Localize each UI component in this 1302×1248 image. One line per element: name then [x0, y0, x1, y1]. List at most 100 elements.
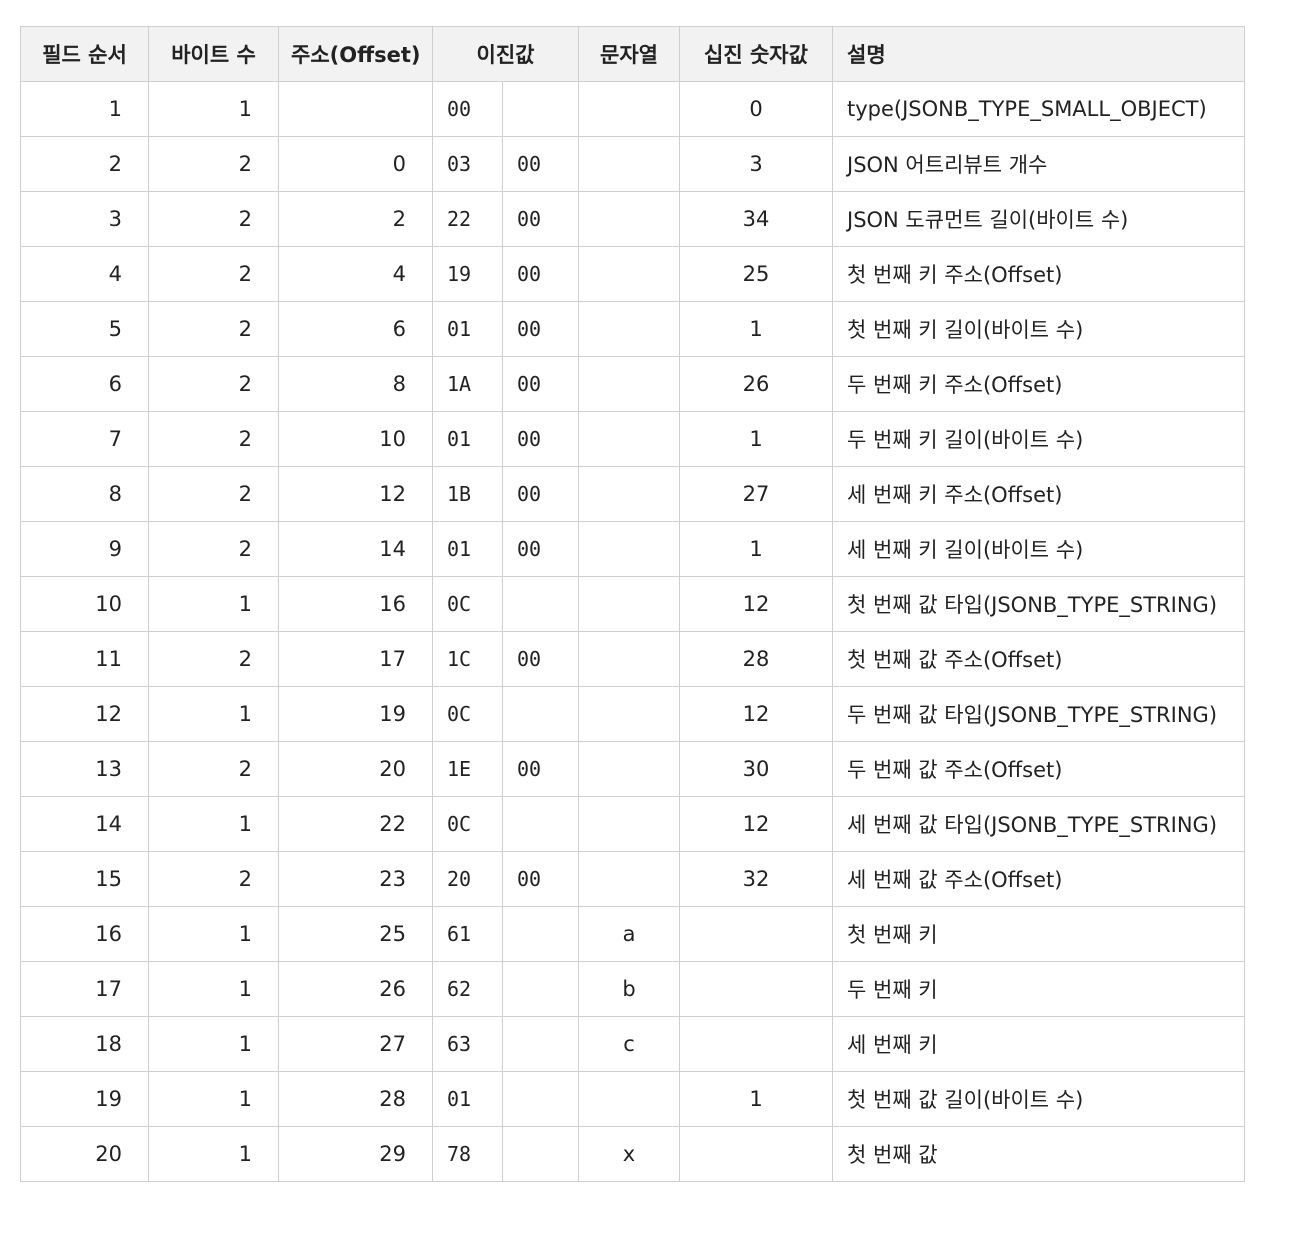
cell-binary-byte1: 01: [432, 301, 503, 357]
cell-offset: 6: [278, 301, 433, 357]
cell-decimal: 32: [679, 851, 833, 907]
header-bytes: 바이트 수: [148, 26, 279, 82]
cell-seq: 7: [20, 411, 149, 467]
cell-string: [578, 136, 680, 192]
cell-bytes: 2: [148, 851, 279, 907]
cell-seq: 11: [20, 631, 149, 687]
table-body: 1 1 00 0 type(JSONB_TYPE_SMALL_OBJECT) 2 2 0 03 0…: [20, 81, 1245, 1182]
cell-bytes: 1: [148, 796, 279, 852]
cell-string: x: [578, 1126, 680, 1182]
header-string: 문자열: [578, 26, 680, 82]
cell-desc: 첫 번째 키 길이(바이트 수): [832, 301, 1245, 357]
cell-decimal: 12: [679, 686, 833, 742]
cell-offset: 10: [278, 411, 433, 467]
cell-binary-byte1: 1C: [432, 631, 503, 687]
cell-desc: 첫 번째 키: [832, 906, 1245, 962]
table-header: 필드 순서 바이트 수 주소(Offset) 이진값 문자열 십진 숫자값 설명: [20, 26, 1245, 82]
cell-desc: JSON 어트리뷰트 개수: [832, 136, 1245, 192]
cell-binary-byte2: [502, 1126, 579, 1182]
table-row: 4 2 4 19 00 25 첫 번째 키 주소(Offset): [20, 246, 1245, 302]
cell-binary-byte1: 0C: [432, 796, 503, 852]
cell-decimal: 1: [679, 301, 833, 357]
cell-offset: 16: [278, 576, 433, 632]
cell-desc: 첫 번째 값 주소(Offset): [832, 631, 1245, 687]
cell-string: [578, 356, 680, 412]
cell-offset: 23: [278, 851, 433, 907]
table-row: 17 1 26 62 b 두 번째 키: [20, 961, 1245, 1017]
cell-binary-byte1: 20: [432, 851, 503, 907]
cell-binary-byte2: 00: [502, 301, 579, 357]
cell-binary-byte2: 00: [502, 851, 579, 907]
cell-seq: 17: [20, 961, 149, 1017]
cell-binary-byte1: 62: [432, 961, 503, 1017]
cell-decimal: 12: [679, 576, 833, 632]
cell-binary-byte2: [502, 686, 579, 742]
cell-desc: 첫 번째 값: [832, 1126, 1245, 1182]
cell-bytes: 1: [148, 81, 279, 137]
cell-decimal: 34: [679, 191, 833, 247]
cell-string: [578, 246, 680, 302]
cell-decimal: 26: [679, 356, 833, 412]
cell-string: [578, 686, 680, 742]
cell-binary-byte1: 03: [432, 136, 503, 192]
cell-binary-byte2: 00: [502, 191, 579, 247]
cell-binary-byte2: 00: [502, 356, 579, 412]
cell-offset: 2: [278, 191, 433, 247]
table-row: 6 2 8 1A 00 26 두 번째 키 주소(Offset): [20, 356, 1245, 412]
cell-string: [578, 851, 680, 907]
cell-seq: 6: [20, 356, 149, 412]
cell-binary-byte1: 1B: [432, 466, 503, 522]
cell-binary-byte2: [502, 796, 579, 852]
cell-decimal: [679, 906, 833, 962]
cell-seq: 5: [20, 301, 149, 357]
header-binary: 이진값: [432, 26, 579, 82]
cell-bytes: 2: [148, 356, 279, 412]
cell-bytes: 2: [148, 631, 279, 687]
cell-decimal: 30: [679, 741, 833, 797]
cell-string: [578, 411, 680, 467]
cell-binary-byte2: [502, 906, 579, 962]
cell-binary-byte2: [502, 576, 579, 632]
cell-binary-byte2: 00: [502, 246, 579, 302]
cell-string: [578, 301, 680, 357]
cell-binary-byte2: 00: [502, 411, 579, 467]
cell-string: c: [578, 1016, 680, 1072]
cell-decimal: [679, 1016, 833, 1072]
cell-offset: 14: [278, 521, 433, 577]
table-row: 16 1 25 61 a 첫 번째 키: [20, 906, 1245, 962]
cell-seq: 3: [20, 191, 149, 247]
cell-binary-byte1: 01: [432, 411, 503, 467]
cell-seq: 1: [20, 81, 149, 137]
cell-binary-byte1: 78: [432, 1126, 503, 1182]
header-row: 필드 순서 바이트 수 주소(Offset) 이진값 문자열 십진 숫자값 설명: [20, 26, 1245, 82]
cell-bytes: 2: [148, 191, 279, 247]
cell-offset: 27: [278, 1016, 433, 1072]
cell-seq: 9: [20, 521, 149, 577]
cell-offset: 29: [278, 1126, 433, 1182]
table-row: 12 1 19 0C 12 두 번째 값 타입(JSONB_TYPE_STRING): [20, 686, 1245, 742]
table-row: 5 2 6 01 00 1 첫 번째 키 길이(바이트 수): [20, 301, 1245, 357]
cell-desc: type(JSONB_TYPE_SMALL_OBJECT): [832, 81, 1245, 137]
cell-offset: 8: [278, 356, 433, 412]
table-row: 15 2 23 20 00 32 세 번째 값 주소(Offset): [20, 851, 1245, 907]
cell-bytes: 1: [148, 576, 279, 632]
cell-bytes: 2: [148, 246, 279, 302]
jsonb-layout-table: 필드 순서 바이트 수 주소(Offset) 이진값 문자열 십진 숫자값 설명…: [20, 26, 1245, 1182]
cell-desc: 두 번째 키 주소(Offset): [832, 356, 1245, 412]
table-row: 11 2 17 1C 00 28 첫 번째 값 주소(Offset): [20, 631, 1245, 687]
cell-desc: 세 번째 키 주소(Offset): [832, 466, 1245, 522]
cell-decimal: 1: [679, 411, 833, 467]
cell-desc: 두 번째 키: [832, 961, 1245, 1017]
cell-bytes: 2: [148, 741, 279, 797]
table-row: 9 2 14 01 00 1 세 번째 키 길이(바이트 수): [20, 521, 1245, 577]
cell-offset: [278, 81, 433, 137]
cell-binary-byte1: 1E: [432, 741, 503, 797]
cell-binary-byte1: 0C: [432, 686, 503, 742]
cell-desc: 세 번째 값 주소(Offset): [832, 851, 1245, 907]
cell-binary-byte2: 00: [502, 631, 579, 687]
cell-seq: 8: [20, 466, 149, 522]
cell-decimal: 28: [679, 631, 833, 687]
table-row: 7 2 10 01 00 1 두 번째 키 길이(바이트 수): [20, 411, 1245, 467]
cell-desc: 두 번째 키 길이(바이트 수): [832, 411, 1245, 467]
cell-bytes: 2: [148, 521, 279, 577]
